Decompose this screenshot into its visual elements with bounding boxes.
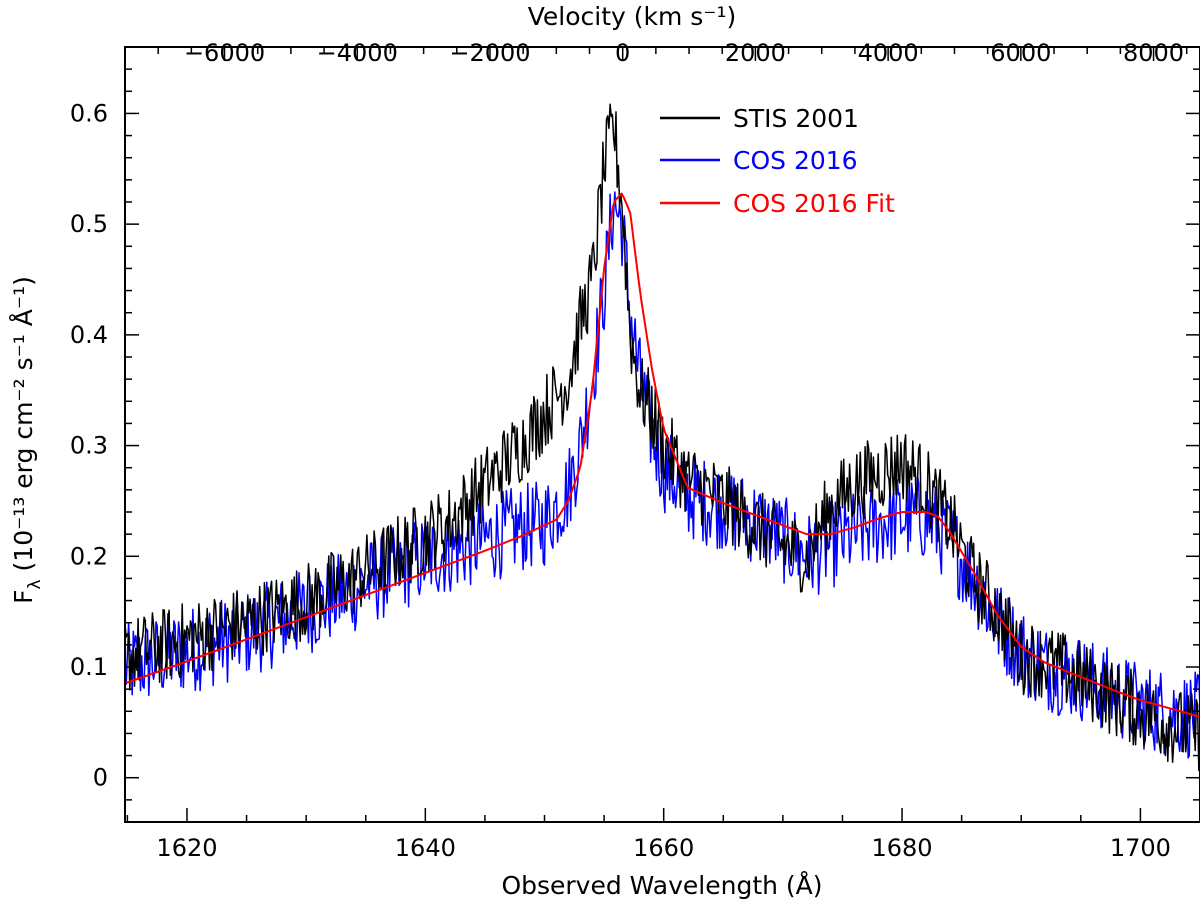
x-tick-label: 1660: [633, 834, 694, 862]
top-tick-label: 0: [615, 39, 630, 67]
y-axis-title-main: F: [9, 589, 38, 603]
top-tick-label: −6000: [184, 39, 265, 67]
legend-label-cos-2016: COS 2016: [733, 146, 858, 175]
series-line-stis-2001: [125, 103, 1200, 772]
top-tick-label: 4000: [858, 39, 919, 67]
top-axis-title: Velocity (km s⁻¹): [528, 2, 737, 31]
x-axis-title: Observed Wavelength (Å): [501, 871, 822, 900]
top-tick-label: −4000: [317, 39, 398, 67]
y-tick-label: 0: [93, 764, 108, 792]
y-tick-label: 0.2: [70, 542, 108, 570]
legend-label-stis-2001: STIS 2001: [733, 104, 859, 133]
top-tick-label: 2000: [725, 39, 786, 67]
legend: STIS 2001 COS 2016 COS 2016 Fit: [660, 104, 895, 218]
top-tick-label: 6000: [990, 39, 1051, 67]
top-tick-label: 8000: [1123, 39, 1184, 67]
x-tick-label: 1620: [156, 834, 217, 862]
plot-frame: [124, 46, 1200, 823]
ticks-layer: [125, 47, 1200, 823]
y-tick-label: 0.3: [70, 432, 108, 460]
legend-label-cos-2016-fit: COS 2016 Fit: [733, 189, 895, 218]
series-layer: [125, 103, 1200, 772]
series-line-cos-2016-fit: [125, 192, 1200, 718]
series-line-cos-2016: [125, 191, 1200, 759]
y-axis-title-sub: λ: [25, 579, 45, 589]
x-tick-label: 1680: [872, 834, 933, 862]
y-tick-label: 0.4: [70, 321, 108, 349]
y-tick-label: 0.6: [70, 99, 108, 127]
top-tick-label: −2000: [449, 39, 530, 67]
y-axis-title-rest: (10⁻¹³ erg cm⁻² s⁻¹ Å⁻¹): [9, 276, 38, 579]
tick-labels-layer: 1620 1640 1660 1680 1700 −6000 −4000 −2000 0 2000…: [70, 39, 1184, 862]
x-tick-label: 1700: [1110, 834, 1171, 862]
x-tick-label: 1640: [395, 834, 456, 862]
y-axis-title: Fλ (10⁻¹³ erg cm⁻² s⁻¹ Å⁻¹): [9, 276, 45, 604]
y-tick-label: 0.5: [70, 210, 108, 238]
y-tick-label: 0.1: [70, 653, 108, 681]
